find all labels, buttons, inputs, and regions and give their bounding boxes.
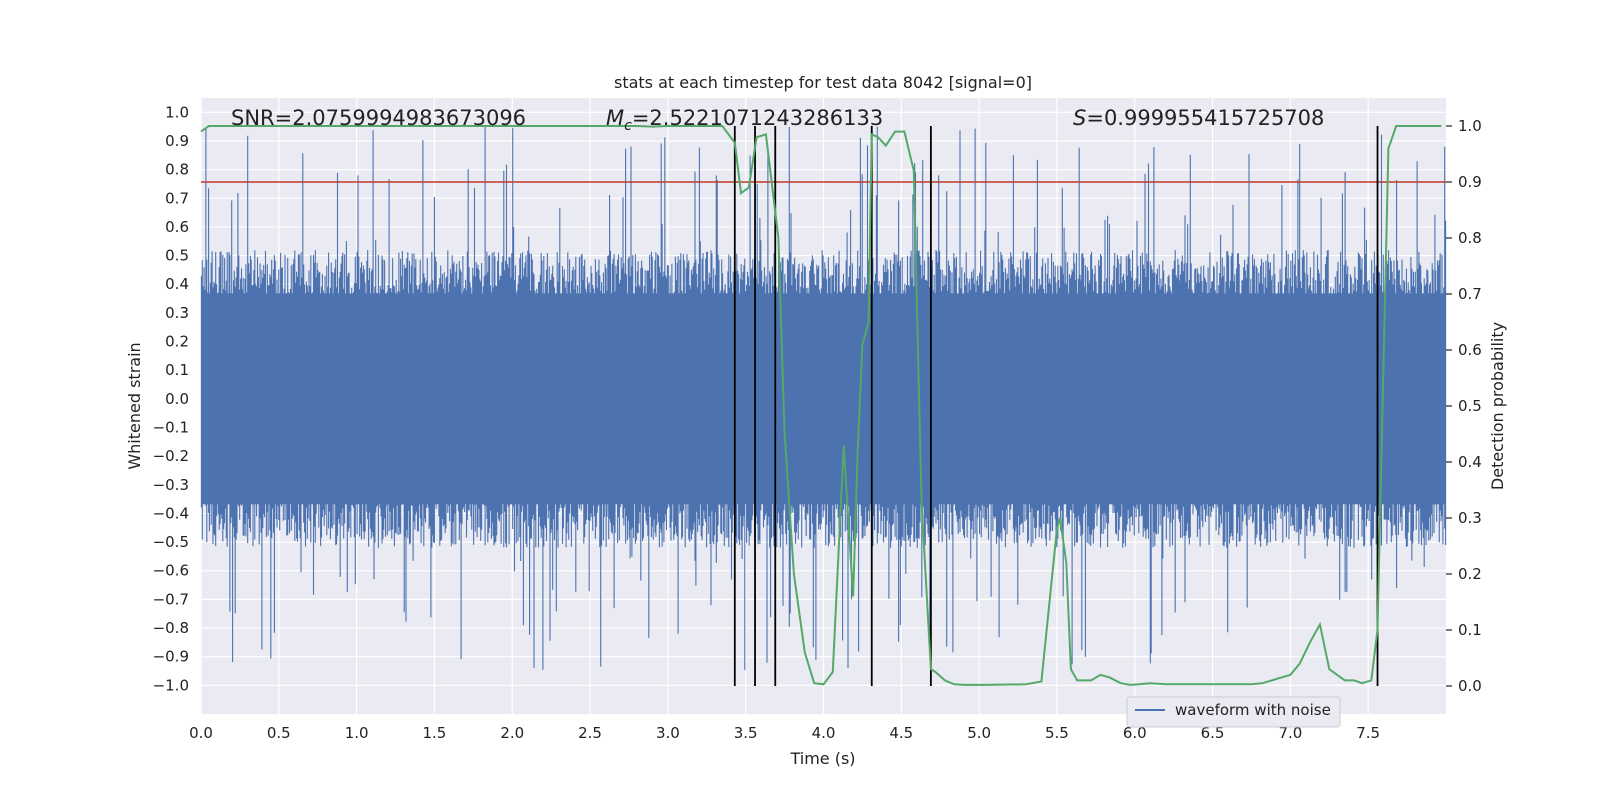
- mc-symbol: M: [606, 106, 624, 130]
- mc-annotation: Mc=2.5221071243286133: [606, 106, 883, 134]
- x-tick-label: 3.5: [734, 724, 758, 742]
- waveform-series: [200, 126, 1447, 671]
- x-tick-label: 0.0: [189, 724, 213, 742]
- x-tick-label: 7.5: [1356, 724, 1380, 742]
- y-left-tick-label: −0.5: [153, 533, 189, 551]
- y-axis-right-ticks: 1.0 0.9 0.8 0.7 0.6 0.5 0.4 0.3 0.2 0.1 0.0: [1446, 117, 1482, 695]
- mc-value: =2.5221071243286133: [632, 106, 883, 130]
- y-left-tick-label: −0.9: [153, 648, 189, 666]
- x-axis-ticks: 0.0 0.5 1.0 1.5 2.0 2.5 3.0 3.5 4.0 4.5 5.0 5.5 6.0 6…: [189, 724, 1380, 742]
- y-left-tick-label: 0.0: [165, 390, 189, 408]
- y-left-tick-label: 0.3: [165, 304, 189, 322]
- y-right-tick-label: 0.0: [1458, 677, 1482, 695]
- y-left-tick-label: −0.1: [153, 418, 189, 436]
- x-axis-label: Time (s): [789, 749, 855, 768]
- y-left-tick-label: −0.4: [153, 504, 189, 522]
- y-left-tick-label: 0.5: [165, 247, 189, 265]
- legend-box: [1126, 696, 1341, 728]
- mc-subscript: c: [624, 118, 632, 134]
- y-left-tick-label: 0.7: [165, 189, 189, 207]
- x-tick-label: 3.0: [656, 724, 680, 742]
- y-right-tick-label: 0.1: [1458, 621, 1482, 639]
- y-left-tick-label: 0.6: [165, 218, 189, 236]
- y-right-tick-label: 0.9: [1458, 173, 1482, 191]
- y-right-tick-label: 0.7: [1458, 285, 1482, 303]
- y-left-tick-label: 1.0: [165, 103, 189, 121]
- y-left-tick-label: 0.2: [165, 333, 189, 351]
- x-tick-label: 6.0: [1123, 724, 1147, 742]
- x-tick-label: 6.5: [1201, 724, 1225, 742]
- s-symbol: S: [1073, 106, 1086, 130]
- y-left-tick-label: −0.7: [153, 590, 189, 608]
- x-tick-label: 4.5: [889, 724, 913, 742]
- x-tick-label: 5.5: [1045, 724, 1069, 742]
- y-right-tick-label: 0.6: [1458, 341, 1482, 359]
- s-annotation: S=0.999955415725708: [1073, 106, 1324, 130]
- x-tick-label: 4.0: [812, 724, 836, 742]
- x-tick-label: 2.0: [500, 724, 524, 742]
- x-tick-label: 0.5: [267, 724, 291, 742]
- y-axis-left-ticks: 1.0 0.9 0.8 0.7 0.6 0.5 0.4 0.3 0.2 0.1 0.0 −0.1 −0.…: [153, 103, 189, 694]
- y-left-tick-label: 0.1: [165, 361, 189, 379]
- chart-title: stats at each timestep for test data 804…: [614, 73, 1032, 92]
- y-right-tick-label: 0.5: [1458, 397, 1482, 415]
- x-tick-label: 5.0: [967, 724, 991, 742]
- y-left-tick-label: −0.2: [153, 447, 189, 465]
- y-left-tick-label: −0.6: [153, 562, 189, 580]
- y-left-tick-label: −1.0: [153, 676, 189, 694]
- y-left-tick-label: −0.8: [153, 619, 189, 637]
- y-right-tick-label: 0.4: [1458, 453, 1482, 471]
- y-right-tick-label: 0.2: [1458, 565, 1482, 583]
- x-tick-label: 1.0: [345, 724, 369, 742]
- y-axis-right-label: Detection probability: [1488, 322, 1507, 490]
- snr-annotation: SNR=2.0759994983673096: [231, 106, 526, 130]
- y-left-tick-label: −0.3: [153, 476, 189, 494]
- x-tick-label: 7.0: [1278, 724, 1302, 742]
- legend: waveform with noise: [1126, 696, 1341, 728]
- y-right-tick-label: 0.8: [1458, 229, 1482, 247]
- y-left-tick-label: 0.4: [165, 275, 189, 293]
- y-axis-left-label: Whitened strain: [125, 342, 144, 469]
- legend-label: waveform with noise: [1175, 701, 1331, 719]
- y-right-tick-label: 1.0: [1458, 117, 1482, 135]
- x-tick-label: 1.5: [423, 724, 447, 742]
- x-tick-label: 2.5: [578, 724, 602, 742]
- y-right-tick-label: 0.3: [1458, 509, 1482, 527]
- y-left-tick-label: 0.8: [165, 161, 189, 179]
- detection-probability-line: [200, 125, 1442, 686]
- y-left-tick-label: 0.9: [165, 132, 189, 150]
- s-value: =0.999955415725708: [1086, 106, 1324, 130]
